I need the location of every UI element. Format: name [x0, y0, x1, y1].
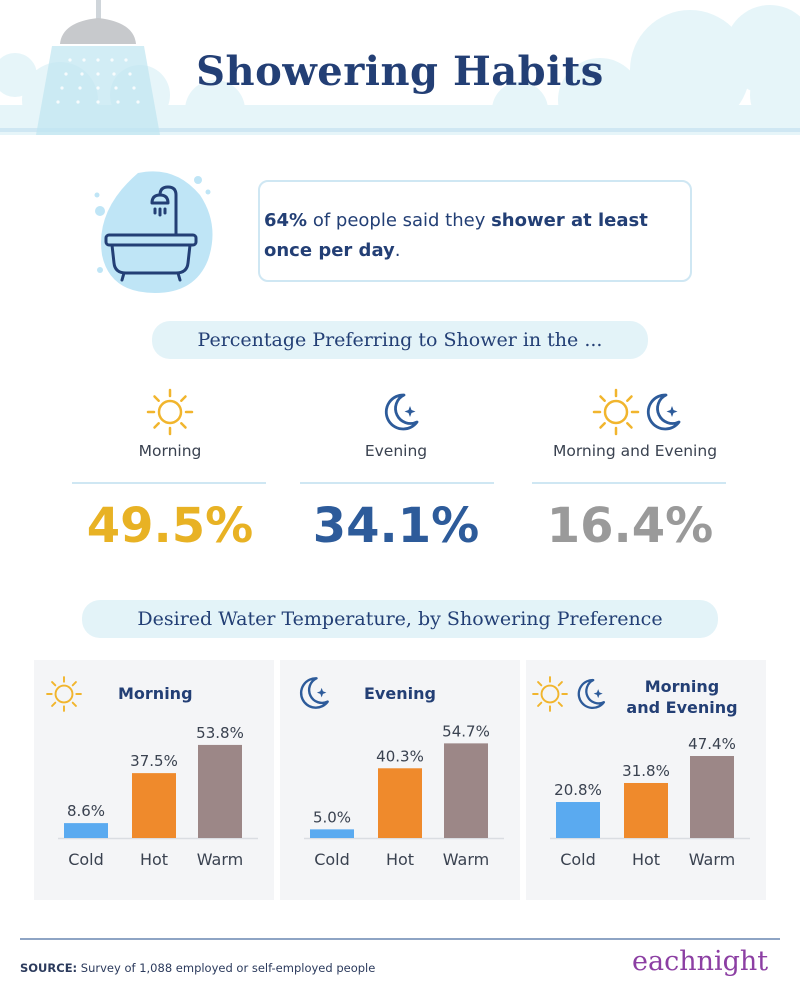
- section-title-preference: Percentage Preferring to Shower in the .…: [152, 321, 648, 359]
- chart-title: Morning and Evening: [626, 677, 738, 717]
- bar-cold: [556, 802, 600, 838]
- data-label: 54.7%: [442, 722, 490, 740]
- category-label: Cold: [68, 850, 104, 869]
- bar-hot: [624, 782, 668, 838]
- bar-warm: [690, 755, 734, 838]
- bar-warm: [198, 744, 242, 838]
- footer-divider: [20, 938, 780, 940]
- data-label: 20.8%: [554, 781, 602, 799]
- sun-icon: [532, 676, 568, 712]
- category-label: Cold: [314, 850, 350, 869]
- chart-panel-morning: Morning 8.6% Cold 37.5% Hot 53.8% Warm: [34, 660, 274, 900]
- bathtub-icon: [94, 171, 213, 293]
- divider: [300, 482, 494, 484]
- category-label: Hot: [632, 850, 660, 869]
- brand-logo: eachnight: [632, 946, 769, 977]
- chart-panel-evening: Evening 5.0% Cold 40.3% Hot 54.7% Warm: [280, 660, 520, 900]
- category-label: Hot: [386, 850, 414, 869]
- chart-title: Morning: [118, 684, 193, 703]
- chart-title: Evening: [364, 684, 436, 703]
- bar-chart-evening: 5.0% Cold 40.3% Hot 54.7% Warm: [304, 722, 504, 869]
- pref-label-morning: Morning: [138, 442, 202, 460]
- sun-icon: [592, 388, 640, 436]
- pref-label-evening: Evening: [364, 442, 428, 460]
- pref-value-morning: 49.5%: [86, 498, 254, 554]
- category-label: Hot: [140, 850, 168, 869]
- header-background: [0, 0, 800, 135]
- bar-hot: [378, 768, 422, 838]
- stat-box: [258, 180, 692, 282]
- category-label: Warm: [443, 850, 489, 869]
- pref-value-morning-evening: 16.4%: [546, 498, 714, 554]
- sun-icon: [146, 388, 194, 436]
- category-label: Warm: [689, 850, 735, 869]
- data-label: 47.4%: [688, 735, 736, 753]
- bar-chart-morning: 8.6% Cold 37.5% Hot 53.8% Warm: [58, 724, 258, 869]
- divider: [532, 482, 726, 484]
- chart-panel-morning-evening: Morning and Evening 20.8% Cold 31.8% Hot 47.…: [526, 660, 766, 900]
- stat-text: 64% of people said they shower at least …: [264, 210, 648, 261]
- data-label: 40.3%: [376, 747, 424, 765]
- moon-icon: [384, 393, 419, 431]
- category-label: Cold: [560, 850, 596, 869]
- data-label: 53.8%: [196, 724, 244, 742]
- moon-icon: [646, 393, 681, 431]
- bar-chart-morning-evening: 20.8% Cold 31.8% Hot 47.4% Warm: [550, 735, 750, 869]
- pref-label-morning-evening: Morning and Evening: [552, 442, 718, 460]
- moon-icon: [299, 677, 329, 709]
- page-title: Showering Habits: [196, 48, 604, 95]
- data-label: 37.5%: [130, 752, 178, 770]
- moon-icon: [577, 678, 606, 710]
- data-label: 5.0%: [313, 808, 351, 826]
- divider: [72, 482, 266, 484]
- bar-hot: [132, 773, 176, 838]
- data-label: 31.8%: [622, 762, 670, 780]
- pref-value-evening: 34.1%: [312, 498, 480, 554]
- bar-cold: [310, 829, 354, 838]
- source-note: SOURCE: Survey of 1,088 employed or self…: [20, 961, 376, 975]
- sun-icon: [46, 676, 82, 712]
- data-label: 8.6%: [67, 802, 105, 820]
- shower-head-icon: [36, 0, 160, 135]
- section-title-temperature: Desired Water Temperature, by Showering …: [82, 600, 718, 638]
- bar-cold: [64, 823, 108, 838]
- category-label: Warm: [197, 850, 243, 869]
- bar-warm: [444, 743, 488, 838]
